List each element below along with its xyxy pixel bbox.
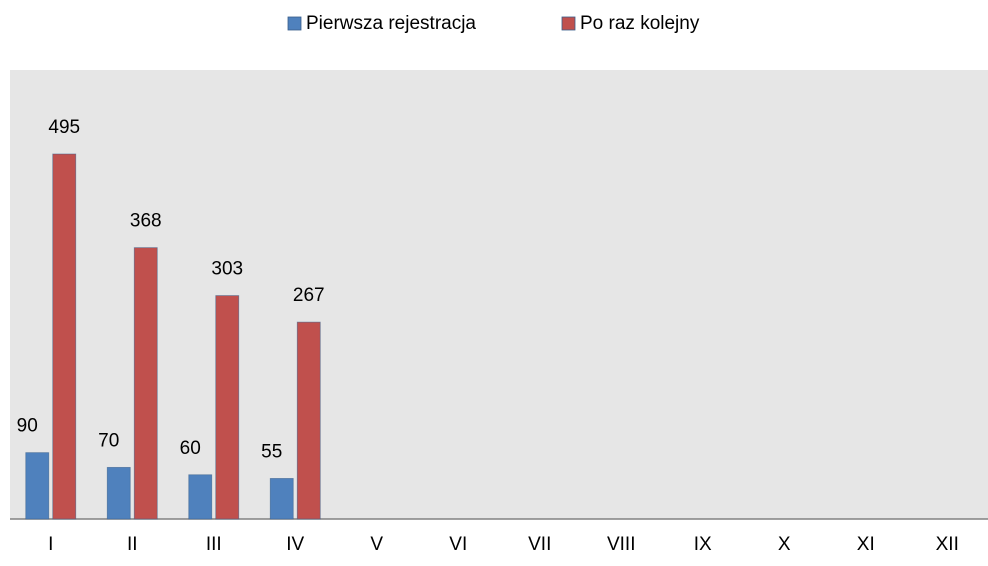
x-tick-label: XI (857, 534, 875, 555)
bar (269, 478, 294, 520)
value-label: 303 (211, 259, 243, 280)
x-tick-label: I (48, 534, 53, 555)
x-tick-label: VI (449, 534, 467, 555)
value-label: 55 (261, 441, 282, 462)
bar (215, 295, 240, 520)
legend-swatch (561, 16, 576, 31)
x-tick-label: V (370, 534, 383, 555)
value-label: 90 (17, 416, 38, 437)
x-tick-label: IX (694, 534, 712, 555)
x-tick-label: XII (936, 534, 959, 555)
plot-area (10, 70, 988, 519)
value-label: 495 (48, 117, 80, 138)
x-tick-label: IV (286, 534, 304, 555)
bar (52, 153, 77, 520)
bar (133, 247, 158, 520)
x-tick-label: VII (528, 534, 551, 555)
value-label: 368 (130, 211, 162, 232)
x-tick-label: X (778, 534, 791, 555)
x-tick-label: II (127, 534, 138, 555)
legend-label: Po raz kolejny (580, 13, 700, 34)
value-label: 60 (180, 438, 201, 459)
legend-swatch (287, 16, 302, 31)
x-tick-label: VIII (607, 534, 636, 555)
x-tick-label: III (206, 534, 222, 555)
bar (188, 474, 213, 520)
bar (25, 452, 50, 520)
bar (296, 321, 321, 520)
value-label: 70 (98, 430, 119, 451)
value-label: 267 (293, 285, 325, 306)
bar (106, 466, 131, 520)
legend-label: Pierwsza rejestracja (306, 13, 476, 34)
